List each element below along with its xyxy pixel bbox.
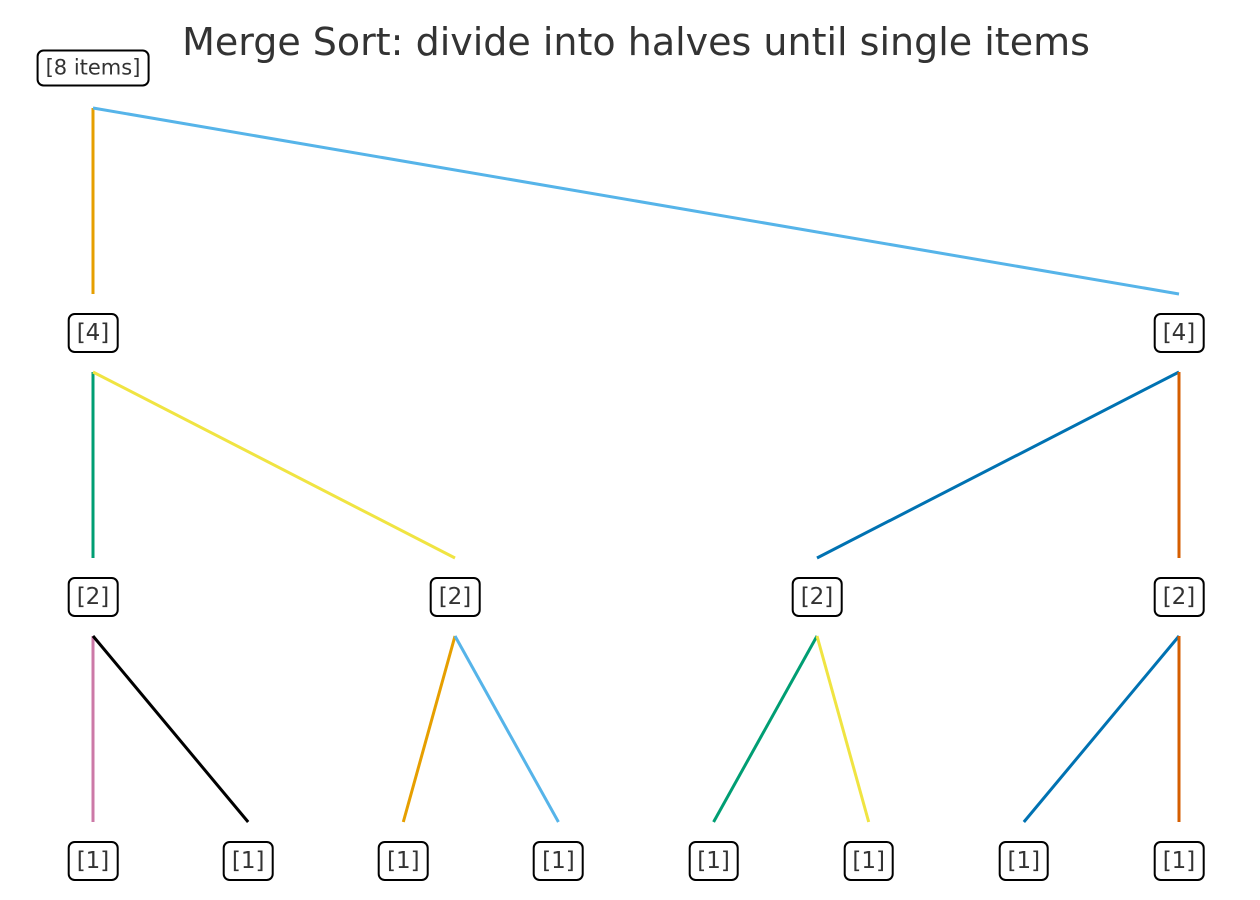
diagram-title: Merge Sort: divide into halves until sin… <box>182 20 1090 64</box>
edge-level2-1-to-level3-2 <box>401 635 457 823</box>
edge-level2-2-to-level3-5 <box>815 635 871 823</box>
level2-node: [2] <box>1153 577 1205 617</box>
leaf-node: [1] <box>67 841 119 881</box>
edge-level2-2-to-level3-4 <box>712 635 819 823</box>
edge-level2-1-to-level3-3 <box>453 635 560 823</box>
edge-level1-1-to-level2-2 <box>816 370 1180 560</box>
edge-level1-0-to-level2-1 <box>92 370 456 560</box>
edge-level2-0-to-level3-1 <box>91 635 250 823</box>
root-node: [8 items] <box>36 49 150 87</box>
leaf-node: [1] <box>1153 841 1205 881</box>
leaf-node: [1] <box>843 841 894 881</box>
leaf-node: [1] <box>222 841 274 881</box>
leaf-node: [1] <box>998 841 1050 881</box>
level1-node: [4] <box>1153 313 1205 353</box>
level1-node: [4] <box>67 313 119 353</box>
level2-node: [2] <box>67 577 119 617</box>
leaf-node: [1] <box>377 841 429 881</box>
edge-root-to-level1-1 <box>92 106 1180 296</box>
leaf-node: [1] <box>533 841 584 881</box>
level2-node: [2] <box>791 577 843 617</box>
level2-node: [2] <box>429 577 481 617</box>
leaf-node: [1] <box>688 841 739 881</box>
edge-level2-3-to-level3-6 <box>1022 635 1181 823</box>
